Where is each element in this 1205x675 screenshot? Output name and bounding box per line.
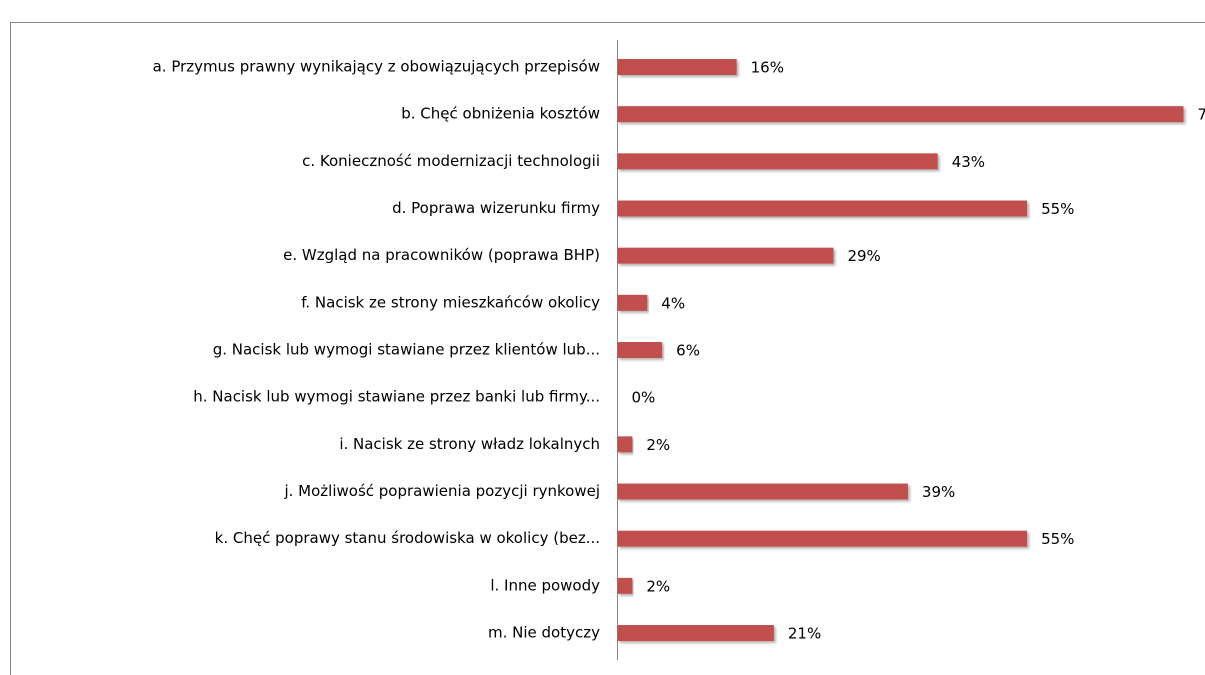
bar: [617, 342, 663, 359]
bar: [617, 247, 834, 264]
value-label: 21%: [788, 625, 821, 643]
bar: [617, 106, 1184, 123]
value-label: 76%: [1197, 106, 1205, 124]
category-label: j. Możliwość poprawienia pozycji rynkowe…: [283, 482, 600, 500]
category-label: a. Przymus prawny wynikający z obowiązuj…: [153, 58, 600, 76]
value-label: 4%: [661, 294, 685, 312]
category-label: l. Inne powody: [490, 576, 600, 594]
bar: [617, 59, 737, 75]
category-label: m. Nie dotyczy: [488, 624, 600, 642]
bar: [617, 483, 908, 500]
chart-border: [10, 22, 1205, 675]
category-label: b. Chęć obniżenia kosztów: [401, 105, 600, 123]
category-label: i. Nacisk ze strony władz lokalnych: [339, 435, 600, 453]
value-label: 55%: [1041, 530, 1074, 548]
value-label: 16%: [751, 59, 784, 77]
value-label: 6%: [676, 342, 700, 360]
value-label: 0%: [632, 389, 656, 407]
value-label: 39%: [922, 483, 955, 501]
value-label: 29%: [847, 247, 880, 265]
bar: [617, 436, 633, 453]
bar: [617, 577, 633, 594]
category-label: k. Chęć poprawy stanu środowiska w okoli…: [215, 529, 600, 547]
category-label: e. Wzgląd na pracowników (poprawa BHP): [283, 246, 600, 264]
bar: [617, 625, 774, 642]
category-label: d. Poprawa wizerunku firmy: [392, 199, 600, 217]
value-label: 55%: [1041, 200, 1074, 218]
category-label: f. Nacisk ze strony mieszkańców okolicy: [301, 293, 600, 311]
category-label: h. Nacisk lub wymogi stawiane przez bank…: [193, 388, 600, 406]
bar: [617, 200, 1028, 217]
category-label: g. Nacisk lub wymogi stawiane przez klie…: [213, 341, 600, 359]
bar: [617, 530, 1028, 547]
category-label: c. Konieczność modernizacji technologii: [302, 152, 600, 170]
bar: [617, 153, 938, 170]
value-label: 43%: [952, 153, 985, 171]
value-label: 2%: [646, 436, 670, 454]
bar: [617, 294, 648, 311]
value-label: 2%: [646, 577, 670, 595]
